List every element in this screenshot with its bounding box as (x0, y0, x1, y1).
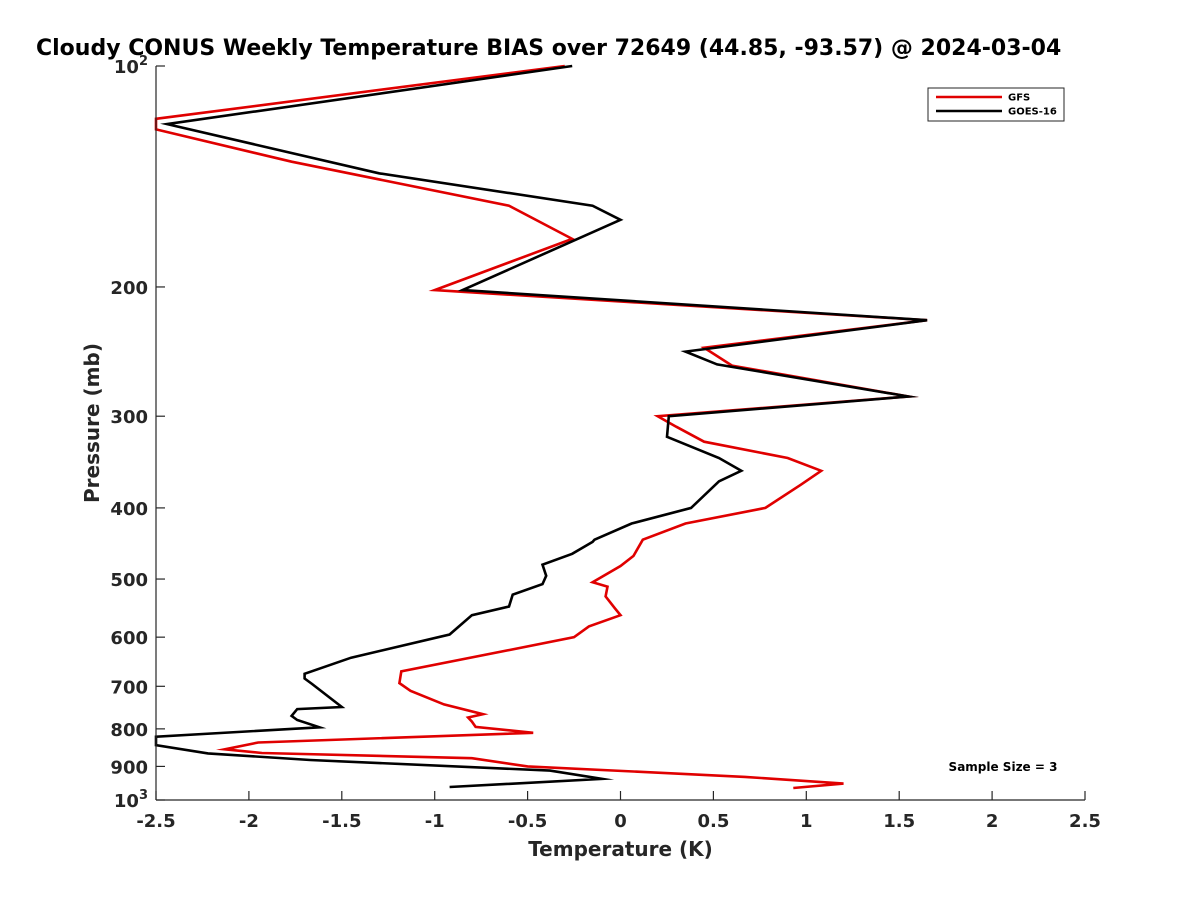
y-axis-label: Pressure (mb) (80, 343, 104, 503)
x-tick-label: 2.5 (1069, 811, 1101, 832)
x-tick-label: 1 (800, 811, 813, 832)
x-tick-label: -1.5 (322, 811, 361, 832)
y-tick-label: 102 (114, 54, 148, 78)
axes-layer: -2.5 -2 -1.5 -1 -0.5 0 0.5 1 1.5 2 2.5102200300400… (110, 54, 1101, 832)
y-tick-label: 300 (110, 407, 148, 428)
y-tick-base: 700 (110, 677, 148, 698)
y-tick-label: 800 (110, 720, 148, 741)
series-line-goes-16 (154, 64, 928, 789)
y-tick-base: 300 (110, 407, 148, 428)
x-tick-label: 0.5 (697, 811, 729, 832)
y-tick-base: 500 (110, 570, 148, 591)
y-tick-base: 900 (110, 757, 148, 778)
x-tick-label: -2.5 (136, 811, 175, 832)
y-tick-label: 700 (110, 677, 148, 698)
y-tick-label: 600 (110, 628, 148, 649)
legend-label: GFS (1008, 93, 1030, 104)
x-tick-label: -0.5 (508, 811, 547, 832)
y-tick-label: 500 (110, 570, 148, 591)
x-tick-label: -1 (425, 811, 445, 832)
y-tick-exponent: 2 (139, 54, 148, 69)
legend-box (927, 87, 1065, 122)
y-tick-base: 10 (114, 57, 139, 78)
x-tick-label: -2 (239, 811, 259, 832)
y-tick-base: 600 (110, 628, 148, 649)
y-tick-base: 10 (114, 791, 139, 812)
y-tick-exponent: 3 (139, 788, 148, 803)
legend: GFS GOES-16 (927, 87, 1065, 122)
y-tick-label: 900 (110, 757, 148, 778)
x-tick-label: 2 (986, 811, 999, 832)
x-tick-label: 0 (614, 811, 627, 832)
series-layer (154, 64, 928, 790)
y-tick-label: 103 (114, 788, 148, 812)
sample-size-annotation: Sample Size = 3 (949, 760, 1058, 774)
y-tick-base: 400 (110, 499, 148, 520)
chart-title: Cloudy CONUS Weekly Temperature BIAS ove… (36, 36, 1061, 61)
y-tick-base: 800 (110, 720, 148, 741)
legend-label: GOES-16 (1008, 107, 1057, 118)
y-tick-label: 400 (110, 499, 148, 520)
x-axis-label: Temperature (K) (528, 837, 713, 861)
y-tick-label: 200 (110, 278, 148, 299)
x-tick-label: 1.5 (883, 811, 915, 832)
y-tick-base: 200 (110, 278, 148, 299)
